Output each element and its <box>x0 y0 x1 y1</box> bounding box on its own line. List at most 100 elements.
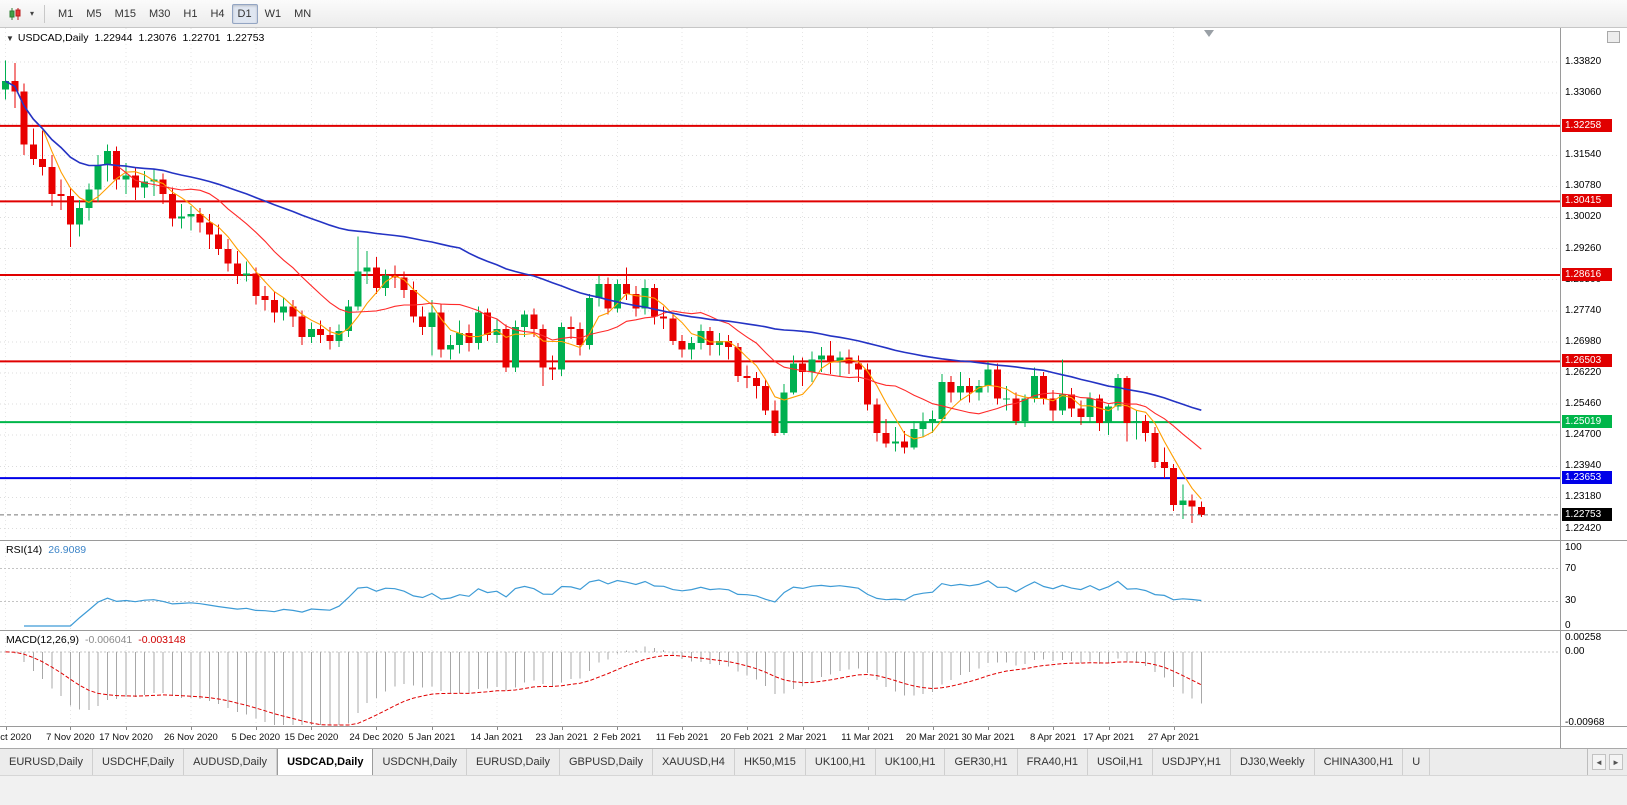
candle-body <box>141 181 149 188</box>
time-axis-label: 20 Feb 2021 <box>720 732 774 743</box>
candle-body <box>57 193 65 196</box>
timeframe-m5[interactable]: M5 <box>80 4 107 24</box>
chart-tab-dj30-weekly[interactable]: DJ30,Weekly <box>1230 749 1315 775</box>
rsi-macd-separator[interactable] <box>0 630 1627 631</box>
chart-title: ▼ USDCAD,Daily 1.22944 1.23076 1.22701 1.2275… <box>6 32 264 44</box>
ohlc-close: 1.22753 <box>226 32 265 44</box>
candle-body <box>1040 375 1048 399</box>
candle-body <box>1197 507 1205 515</box>
chart-tab-uk100-h1[interactable]: UK100,H1 <box>805 749 876 775</box>
candle-body <box>1003 398 1011 400</box>
time-axis-label: 26 Nov 2020 <box>163 732 218 743</box>
dropdown-arrow-icon[interactable]: ▾ <box>29 9 34 18</box>
timeframe-m15[interactable]: M15 <box>109 4 142 24</box>
price-scale-label: 1.31540 <box>1565 149 1602 161</box>
ohlc-open: 1.22944 <box>94 32 133 44</box>
tab-scroll-right-icon[interactable]: ► <box>1609 754 1623 770</box>
candle-body <box>1188 500 1196 507</box>
candle-body <box>354 271 362 307</box>
candle-body <box>1105 406 1113 423</box>
candle-body <box>817 355 825 360</box>
candle-body <box>224 249 232 264</box>
time-axis-label: 11 Mar 2021 <box>841 732 894 743</box>
time-axis-tick <box>747 726 749 730</box>
time-axis-label: 2 Mar 2021 <box>778 732 827 743</box>
one-click-trading-icon[interactable]: ▼ <box>6 34 14 43</box>
chart-tab-china300-h1[interactable]: CHINA300,H1 <box>1314 749 1404 775</box>
rsi-canvas[interactable] <box>0 540 1560 630</box>
candle-body <box>205 222 213 235</box>
price-scale-label: 1.29260 <box>1565 242 1602 254</box>
rsi-indicator-name: RSI(14) <box>6 544 43 556</box>
candle-body <box>706 330 714 346</box>
time-axis-tick <box>5 726 7 730</box>
timeframe-d1[interactable]: D1 <box>231 3 258 24</box>
chart-tab-u[interactable]: U <box>1403 749 1431 775</box>
candle-body <box>1123 377 1131 423</box>
timeframe-w1[interactable]: W1 <box>259 4 288 24</box>
candle-body <box>298 316 306 338</box>
chart-tab-ger30-h1[interactable]: GER30,H1 <box>945 749 1018 775</box>
chart-tab-usdjpy-h1[interactable]: USDJPY,H1 <box>1152 749 1231 775</box>
price-scale[interactable]: 1.338201.330601.323001.315401.307801.300… <box>1560 28 1627 748</box>
price-rsi-separator[interactable] <box>0 540 1627 541</box>
candle-body <box>715 341 723 346</box>
chart-tab-hk50-m15[interactable]: HK50,M15 <box>734 749 806 775</box>
candle-body <box>789 363 797 393</box>
chart-tab-usdchf-daily[interactable]: USDCHF,Daily <box>92 749 185 775</box>
timeframe-h4[interactable]: H4 <box>204 4 230 24</box>
candlestick-chart-icon[interactable] <box>5 4 25 24</box>
candle-body <box>39 158 47 168</box>
macd-signal-value: -0.003148 <box>138 634 186 646</box>
price-level-badge: 1.26503 <box>1562 354 1612 368</box>
time-axis-label: 5 Jan 2021 <box>408 732 456 743</box>
rsi-scale-label: 0 <box>1565 620 1571 631</box>
chart-tab-xauusd-h4[interactable]: XAUUSD,H4 <box>652 749 735 775</box>
price-chart-canvas[interactable] <box>0 28 1560 540</box>
candle-body <box>743 375 751 378</box>
chart-shift-marker-icon <box>1204 30 1214 37</box>
time-axis-label: 5 Dec 2020 <box>231 732 281 743</box>
candle-body <box>1049 398 1057 411</box>
chart-tab-usdcnh-daily[interactable]: USDCNH,Daily <box>373 749 468 775</box>
candle-body <box>678 341 686 350</box>
macd-canvas[interactable] <box>0 630 1560 726</box>
timeframe-mn[interactable]: MN <box>288 4 317 24</box>
candle-body <box>799 363 807 372</box>
macd-scale-label: 0.00 <box>1565 645 1585 657</box>
time-axis-tick <box>561 726 563 730</box>
chart-tab-fra40-h1[interactable]: FRA40,H1 <box>1017 749 1089 775</box>
chart-tab-usdcad-daily[interactable]: USDCAD,Daily <box>277 749 374 775</box>
candle-body <box>891 441 899 444</box>
time-axis-tick <box>1053 726 1054 730</box>
candle-body <box>1151 433 1159 462</box>
macd-scale-label: 0.00258 <box>1565 632 1602 643</box>
chart-tab-eurusd-daily[interactable]: EURUSD,Daily <box>467 749 560 775</box>
price-level-badge: 1.25019 <box>1562 415 1612 429</box>
chart-tab-eurusd-daily[interactable]: EURUSD,Daily <box>0 749 93 775</box>
candle-body <box>808 359 816 372</box>
chart-tab-gbpusd-daily[interactable]: GBPUSD,Daily <box>560 749 653 775</box>
candle-body <box>131 175 139 188</box>
chart-tab-uk100-h1[interactable]: UK100,H1 <box>875 749 946 775</box>
timeframe-m30[interactable]: M30 <box>143 4 176 24</box>
timeframe-m1[interactable]: M1 <box>52 4 79 24</box>
time-axis-tick <box>190 726 192 730</box>
tab-scroll-left-icon[interactable]: ◄ <box>1592 754 1606 770</box>
price-scale-label: 1.23940 <box>1565 460 1602 472</box>
candle-body <box>437 312 445 350</box>
timeframe-h1[interactable]: H1 <box>177 4 203 24</box>
chart-corner-button[interactable] <box>1607 31 1620 43</box>
rsi-scale-label: 100 <box>1565 542 1582 553</box>
candle-body <box>993 369 1001 399</box>
ohlc-high: 1.23076 <box>138 32 177 44</box>
candle-body <box>1170 467 1178 505</box>
candle-body <box>632 294 640 309</box>
time-axis[interactable]: 29 Oct 2020 7 Nov 2020 17 Nov 2020 26 Nov 2… <box>0 726 1560 748</box>
candle-body <box>873 404 881 434</box>
chart-tab-usoil-h1[interactable]: USOil,H1 <box>1088 749 1153 775</box>
candle-body <box>474 312 482 344</box>
candle-body <box>326 334 334 342</box>
chart-tab-audusd-daily[interactable]: AUDUSD,Daily <box>184 749 278 775</box>
